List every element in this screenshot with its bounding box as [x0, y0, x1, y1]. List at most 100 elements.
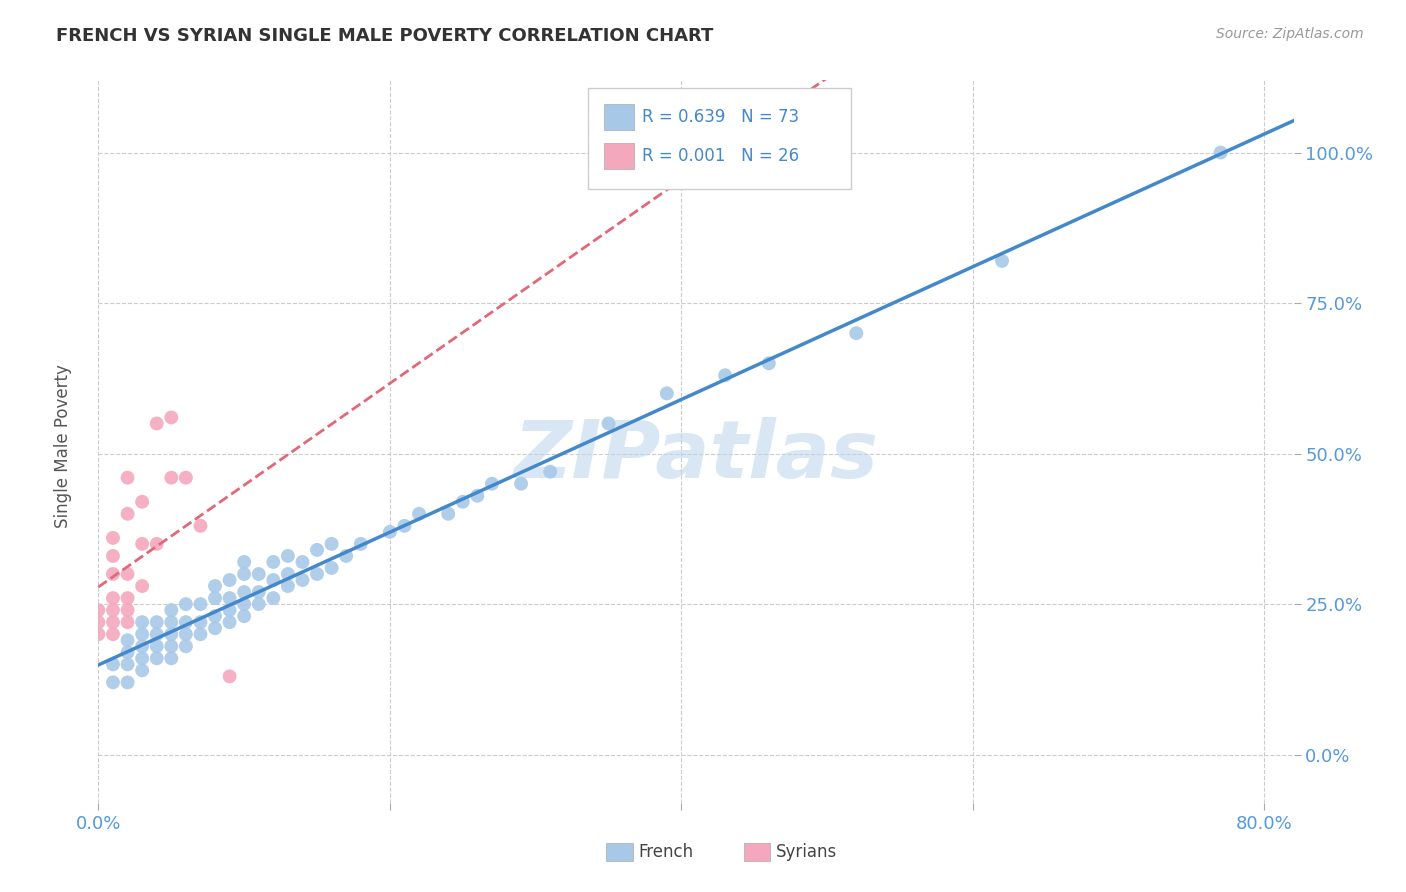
- Point: [538, 465, 561, 479]
- Point: [131, 579, 153, 593]
- Point: [190, 627, 212, 641]
- Point: [233, 585, 256, 599]
- Point: [174, 615, 197, 630]
- Point: [204, 579, 226, 593]
- Point: [174, 597, 197, 611]
- Point: [277, 567, 299, 582]
- Point: [510, 476, 533, 491]
- Text: FRENCH VS SYRIAN SINGLE MALE POVERTY CORRELATION CHART: FRENCH VS SYRIAN SINGLE MALE POVERTY COR…: [56, 27, 714, 45]
- Point: [145, 615, 167, 630]
- Point: [291, 555, 314, 569]
- Point: [218, 615, 240, 630]
- FancyBboxPatch shape: [744, 843, 770, 861]
- Point: [160, 615, 183, 630]
- Point: [131, 639, 153, 653]
- Point: [218, 603, 240, 617]
- Point: [233, 567, 256, 582]
- Point: [101, 657, 124, 672]
- Point: [481, 476, 503, 491]
- Point: [321, 537, 343, 551]
- Point: [218, 669, 240, 683]
- Point: [145, 651, 167, 665]
- Point: [117, 471, 139, 485]
- Point: [233, 609, 256, 624]
- Point: [204, 591, 226, 606]
- Point: [758, 356, 780, 370]
- Point: [117, 657, 139, 672]
- Point: [160, 603, 183, 617]
- Point: [131, 664, 153, 678]
- Point: [87, 615, 110, 630]
- Point: [190, 597, 212, 611]
- Point: [437, 507, 460, 521]
- Text: R = 0.001   N = 26: R = 0.001 N = 26: [643, 147, 800, 165]
- Point: [277, 549, 299, 563]
- Point: [117, 507, 139, 521]
- Point: [233, 597, 256, 611]
- Point: [305, 567, 328, 582]
- Point: [467, 489, 489, 503]
- Point: [408, 507, 430, 521]
- Point: [145, 627, 167, 641]
- FancyBboxPatch shape: [605, 104, 634, 130]
- Point: [247, 597, 270, 611]
- Point: [117, 567, 139, 582]
- FancyBboxPatch shape: [605, 143, 634, 169]
- Point: [218, 591, 240, 606]
- Point: [131, 537, 153, 551]
- Point: [451, 494, 474, 508]
- Point: [160, 410, 183, 425]
- Text: French: French: [638, 843, 693, 861]
- Point: [335, 549, 357, 563]
- Point: [131, 494, 153, 508]
- Point: [101, 567, 124, 582]
- Point: [350, 537, 373, 551]
- Point: [101, 603, 124, 617]
- Point: [991, 254, 1014, 268]
- Point: [117, 675, 139, 690]
- Point: [174, 471, 197, 485]
- Point: [277, 579, 299, 593]
- Point: [117, 615, 139, 630]
- Point: [87, 627, 110, 641]
- Point: [101, 627, 124, 641]
- Point: [262, 573, 284, 587]
- Point: [1209, 145, 1232, 160]
- Point: [117, 603, 139, 617]
- Point: [145, 417, 167, 431]
- Point: [174, 639, 197, 653]
- Point: [714, 368, 737, 383]
- Point: [160, 471, 183, 485]
- Point: [174, 627, 197, 641]
- Point: [160, 627, 183, 641]
- Text: Syrians: Syrians: [776, 843, 838, 861]
- Point: [131, 627, 153, 641]
- Point: [117, 645, 139, 659]
- Point: [131, 651, 153, 665]
- Point: [117, 633, 139, 648]
- Text: ZIPatlas: ZIPatlas: [513, 417, 879, 495]
- Point: [101, 591, 124, 606]
- Point: [305, 542, 328, 557]
- Point: [655, 386, 678, 401]
- FancyBboxPatch shape: [589, 87, 852, 189]
- Point: [101, 675, 124, 690]
- Point: [233, 555, 256, 569]
- Point: [218, 573, 240, 587]
- Point: [101, 615, 124, 630]
- Point: [101, 549, 124, 563]
- Point: [145, 537, 167, 551]
- Point: [160, 639, 183, 653]
- Point: [190, 519, 212, 533]
- Text: R = 0.639   N = 73: R = 0.639 N = 73: [643, 108, 800, 126]
- Point: [190, 615, 212, 630]
- Point: [598, 417, 620, 431]
- Point: [204, 621, 226, 635]
- Point: [262, 555, 284, 569]
- FancyBboxPatch shape: [606, 843, 633, 861]
- Point: [378, 524, 401, 539]
- Point: [204, 609, 226, 624]
- Point: [394, 519, 416, 533]
- Point: [247, 567, 270, 582]
- Text: Source: ZipAtlas.com: Source: ZipAtlas.com: [1216, 27, 1364, 41]
